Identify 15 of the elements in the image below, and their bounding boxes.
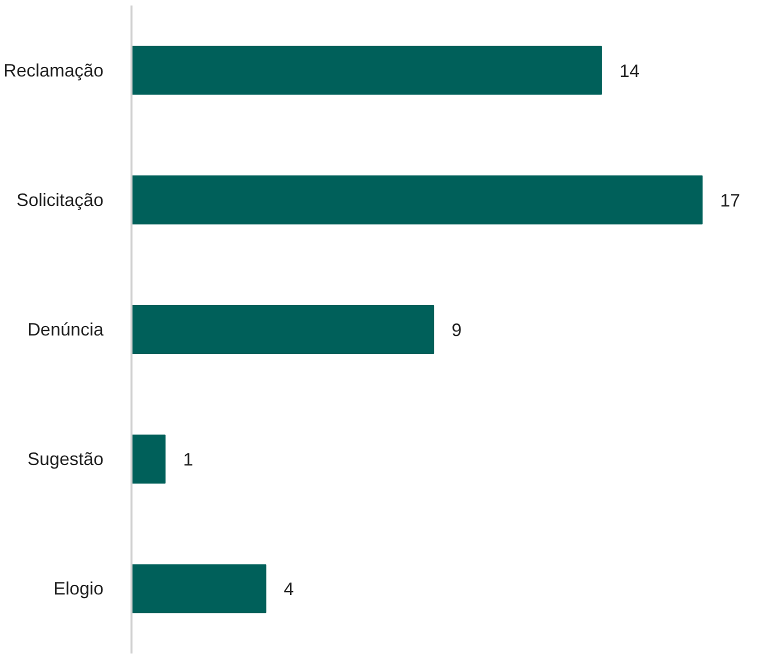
data-label: 1 [183,450,194,470]
data-label: 17 [720,190,740,210]
data-label: 9 [452,320,462,340]
data-label: 4 [284,579,294,600]
data-label: 14 [619,60,640,81]
y-tick-label: Reclamação [3,60,104,80]
bar [132,564,266,614]
y-tick-label: Denúncia [27,320,104,340]
bar [132,175,703,224]
y-tick-label: Solicitação [16,190,104,210]
bar [132,305,434,354]
y-tick-label: Elogio [53,578,104,599]
bar [132,46,602,95]
bar [132,434,166,484]
y-tick-label: Sugestão [27,449,104,470]
